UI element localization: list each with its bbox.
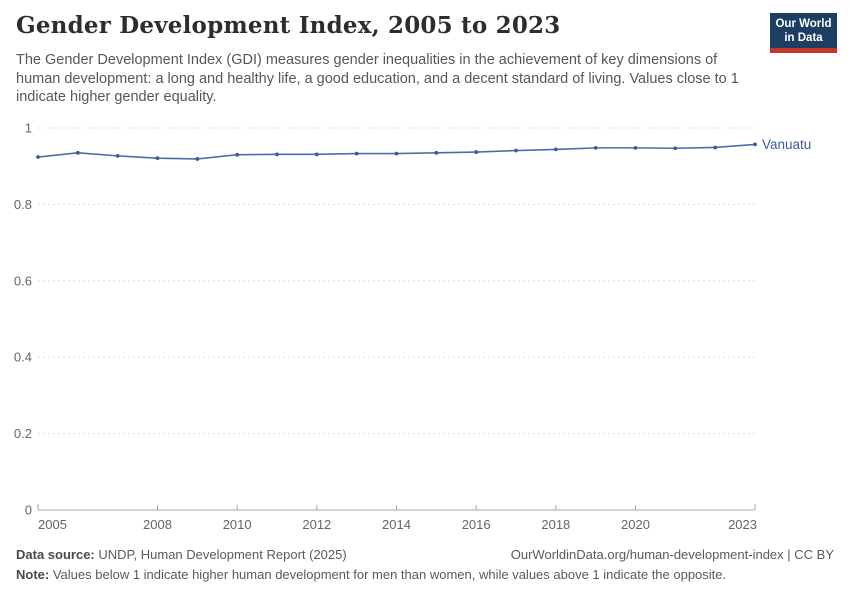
series-line-vanuatu[interactable] <box>37 143 756 160</box>
y-tick-label: 0.8 <box>14 197 32 212</box>
y-tick-label: 1 <box>25 121 32 136</box>
x-tick-label: 2018 <box>541 517 570 532</box>
page-title: Gender Development Index, 2005 to 2023 <box>16 12 561 39</box>
data-point[interactable] <box>753 142 757 147</box>
x-tick-label: 2012 <box>302 517 331 532</box>
x-tick-label: 2010 <box>223 517 252 532</box>
data-point[interactable] <box>195 157 200 161</box>
data-source: Data source: UNDP, Human Development Rep… <box>16 547 347 562</box>
data-source-text: UNDP, Human Development Report (2025) <box>98 547 347 562</box>
data-point[interactable] <box>633 145 638 150</box>
data-point[interactable] <box>474 150 479 154</box>
owid-logo-line2: in Data <box>784 32 823 44</box>
data-point[interactable] <box>155 156 160 161</box>
chart-canvas: 0 0.2 0.4 0.6 0.8 1 2005 2008 2010 2012 2014 2016 20… <box>14 121 811 533</box>
chart-note-text: Values below 1 indicate higher human dev… <box>52 567 727 582</box>
data-point[interactable] <box>394 151 399 156</box>
x-tick-label: 2016 <box>462 517 491 532</box>
data-point[interactable] <box>354 151 359 156</box>
data-point[interactable] <box>553 147 558 152</box>
data-point[interactable] <box>713 145 718 150</box>
y-tick-label: 0.4 <box>14 350 32 365</box>
citation-link[interactable]: OurWorldinData.org/human-development-ind… <box>510 547 834 562</box>
data-point[interactable] <box>673 146 678 151</box>
data-point[interactable] <box>593 145 598 150</box>
data-point[interactable] <box>514 148 518 153</box>
data-point[interactable] <box>36 155 40 159</box>
series-label-vanuatu[interactable]: Vanuatu <box>762 137 811 152</box>
owid-logo-line1: Our World <box>775 18 832 30</box>
owid-logo[interactable]: Our World in Data <box>770 13 837 53</box>
y-tick-label: 0.2 <box>14 426 32 441</box>
data-point[interactable] <box>314 152 319 157</box>
chart-note-label: Note: <box>16 567 50 582</box>
data-point[interactable] <box>115 153 120 158</box>
y-tick-label: 0 <box>25 503 32 518</box>
chart-note: Note: Values below 1 indicate higher hum… <box>16 567 726 582</box>
x-tick-label: 2014 <box>382 517 411 532</box>
chart-subtitle: The Gender Development Index (GDI) measu… <box>16 52 739 105</box>
x-tick-label: 2008 <box>143 517 172 532</box>
data-source-label: Data source: <box>16 547 95 562</box>
y-tick-label: 0.6 <box>14 273 32 288</box>
x-tick-label: 2005 <box>38 517 67 532</box>
x-tick-label: 2020 <box>621 517 650 532</box>
x-tick-label: 2023 <box>728 517 757 532</box>
data-point[interactable] <box>434 150 439 155</box>
line-chart: 0 0.2 0.4 0.6 0.8 1 2005 2008 2010 2012 2014 2016 20… <box>0 118 850 538</box>
data-point[interactable] <box>75 150 80 155</box>
data-point[interactable] <box>275 152 279 157</box>
data-point[interactable] <box>235 152 240 157</box>
